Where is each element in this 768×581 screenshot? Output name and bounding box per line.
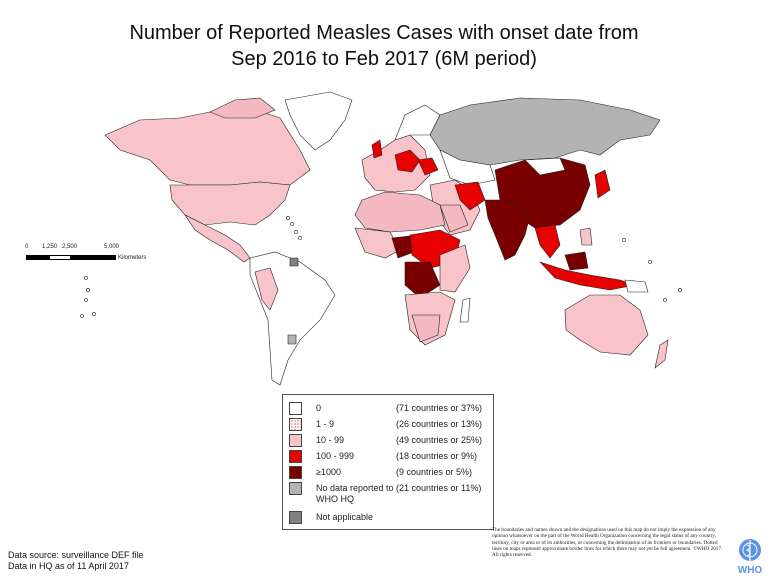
scale-tick-1250: 1,250 — [42, 244, 58, 250]
region-russia — [429, 97, 661, 166]
legend-range: No data reported to WHO HQ — [316, 483, 394, 504]
scale-tick-2500: 2,500 — [62, 244, 78, 250]
legend-swatch — [289, 482, 302, 495]
region-europe-red — [394, 149, 421, 173]
who-emblem-icon: WHO — [738, 539, 763, 576]
legend-swatch — [289, 466, 302, 479]
region-west-africa — [354, 227, 401, 259]
legend-range: ≥1000 — [316, 467, 341, 477]
scale-segment — [71, 255, 116, 260]
scale-unit: Kilometers — [118, 255, 147, 261]
region-madagascar — [459, 297, 471, 323]
legend-item: Not applicable — [289, 511, 396, 524]
region-greenland — [284, 91, 353, 151]
title-line-2: Sep 2016 to Feb 2017 (6M period) — [231, 48, 537, 70]
region-europe-west — [361, 134, 431, 193]
legend-item: 0 (71 countries or 37%) — [289, 402, 482, 415]
title-line-1: Number of Reported Measles Cases with on… — [129, 22, 639, 44]
data-source: Data source: surveillance DEF file Data … — [8, 550, 144, 572]
legend-swatch — [289, 450, 302, 463]
scale-segment — [49, 255, 71, 260]
legend-range: 0 — [316, 403, 322, 413]
region-uk — [371, 139, 383, 159]
disclaimer-text: The boundaries and names shown and the d… — [492, 527, 723, 559]
pacific-islands — [80, 216, 682, 318]
region-north-africa — [354, 191, 446, 233]
legend-swatch — [289, 434, 302, 447]
legend-count: (21 countries or 11%) — [396, 483, 482, 493]
scale-segment — [26, 255, 49, 260]
legend-range: 10 - 99 — [316, 435, 345, 445]
legend-swatch — [289, 418, 302, 431]
who-logo-text: WHO — [738, 565, 763, 576]
legend-range: 100 - 999 — [316, 451, 355, 461]
legend-range: Not applicable — [316, 512, 374, 522]
data-source-line: Data source: surveillance DEF file — [8, 550, 144, 560]
legend-range: 1 - 9 — [316, 419, 335, 429]
scale-tick-5000: 5,000 — [104, 244, 120, 250]
map-title: Number of Reported Measles Cases with on… — [0, 20, 768, 72]
region-india — [484, 199, 531, 261]
region-japan — [594, 169, 611, 199]
region-canada-alaska — [104, 107, 311, 186]
region-usa — [169, 181, 291, 226]
region-greenland-north-canada — [209, 97, 276, 119]
legend-count: (9 countries or 5%) — [396, 467, 473, 477]
region-mexico-central-america — [184, 214, 251, 263]
who-logo: WHO — [734, 536, 766, 576]
region-philippines — [579, 227, 593, 246]
legend-item: No data reported to WHO HQ (21 countries… — [289, 482, 481, 505]
region-drc — [404, 261, 441, 299]
legend-item: 100 - 999 (18 countries or 9%) — [289, 450, 477, 463]
region-mongolia — [524, 157, 566, 176]
legend-item: 10 - 99 (49 countries or 25%) — [289, 434, 482, 447]
legend-item: ≥1000 (9 countries or 5%) — [289, 466, 472, 479]
legend-count: (18 countries or 9%) — [396, 451, 478, 461]
region-east-africa — [439, 244, 471, 293]
scale-tick-0: 0 — [25, 244, 29, 250]
region-saudi-arabia — [439, 204, 469, 233]
region-new-zealand — [654, 339, 669, 369]
region-iran — [454, 181, 486, 211]
legend-item: 1 - 9 (26 countries or 13%) — [289, 418, 482, 431]
region-kazakhstan — [439, 149, 496, 186]
legend-count: (71 countries or 37%) — [396, 403, 483, 413]
region-southeast-asia — [534, 224, 561, 259]
region-ukraine — [417, 157, 439, 176]
region-australia — [564, 294, 649, 356]
legend-swatch — [289, 511, 302, 524]
region-south-africa — [411, 314, 441, 343]
scale-bar: 0 1,250 2,500 5,000 Kilometers — [22, 244, 162, 268]
region-uruguay — [287, 334, 297, 345]
data-date-line: Data in HQ as of 11 April 2017 — [8, 561, 129, 571]
legend-swatch — [289, 402, 302, 415]
world-map — [80, 91, 682, 386]
map-legend: 0 (71 countries or 37%) 1 - 9 (26 countr… — [282, 394, 494, 530]
legend-count: (49 countries or 25%) — [396, 435, 483, 445]
region-png — [624, 279, 649, 293]
region-borneo — [564, 251, 589, 271]
legend-count: (26 countries or 13%) — [396, 419, 483, 429]
region-south-america-pink — [254, 267, 279, 311]
region-guiana — [289, 257, 299, 267]
